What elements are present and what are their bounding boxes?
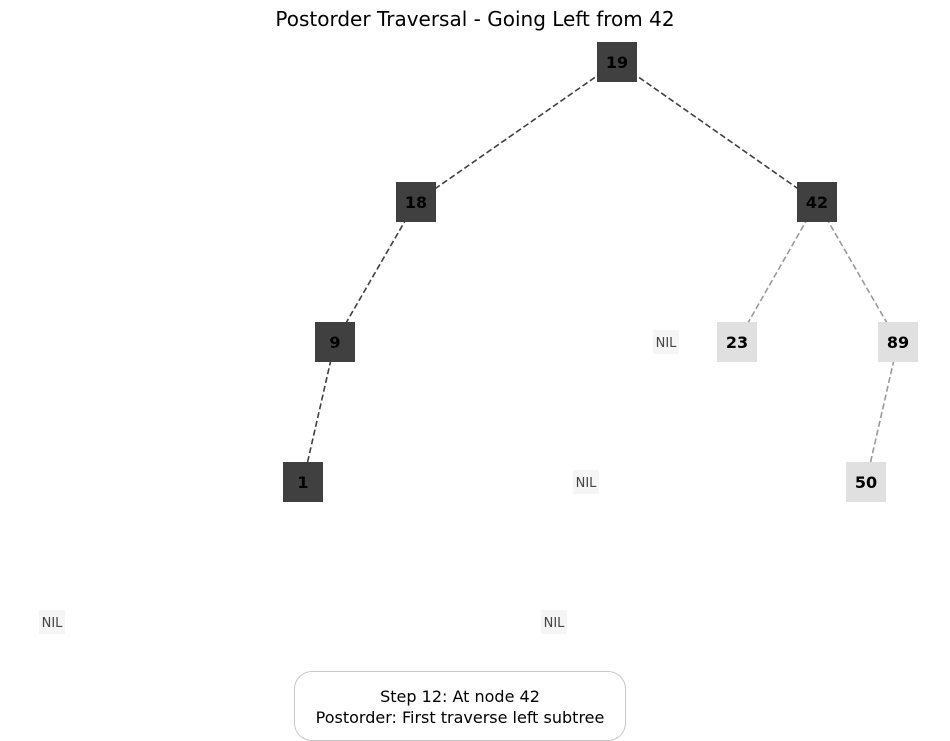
nil-node-box [573,470,599,494]
nil-node-label: NIL [576,476,598,491]
tree-node-box [797,182,837,222]
nil-node: NIL [39,610,65,634]
tree-node-label: 1 [297,473,308,492]
tree-node-box [717,322,757,362]
edge-42-89 [816,201,899,343]
status-description-text: Postorder: First traverse left subtree [315,708,605,727]
tree-node-label: 23 [726,333,748,352]
nil-layer: NIL NIL NIL NIL [39,330,679,634]
nil-node-label: NIL [656,336,678,351]
tree-node-19: 19 [597,42,637,82]
tree-node-89: 89 [878,322,918,362]
tree-node-1: 1 [283,462,323,502]
nodes-layer: 19 18 42 9 1 23 89 50 [283,42,918,502]
tree-node-label: 9 [329,333,340,352]
tree-node-42: 42 [797,182,837,222]
nil-node-label: NIL [42,616,64,631]
edge-42-23 [736,201,818,343]
edges-layer [302,61,899,483]
status-step-text: Step 12: At node 42 [380,687,540,706]
diagram-title: Postorder Traversal - Going Left from 42 [275,7,674,31]
tree-node-label: 89 [887,333,909,352]
nil-node: NIL [573,470,599,494]
nil-node-label: NIL [544,616,566,631]
tree-node-label: 18 [405,193,427,212]
nil-node-box [541,610,567,634]
tree-node-box [597,42,637,82]
nil-node: NIL [653,330,679,354]
tree-node-label: 50 [855,473,877,492]
tree-node-23: 23 [717,322,757,362]
edge-9-1 [302,341,336,483]
edge-19-18 [415,61,618,203]
tree-node-box [396,182,436,222]
edge-18-9 [334,201,417,343]
tree-node-box [878,322,918,362]
tree-node-50: 50 [846,462,886,502]
tree-node-label: 42 [806,193,828,212]
nil-node-box [653,330,679,354]
status-box: Step 12: At node 42 Postorder: First tra… [294,671,626,741]
tree-node-18: 18 [396,182,436,222]
nil-node-box [39,610,65,634]
tree-node-box [315,322,355,362]
tree-node-label: 19 [606,53,628,72]
tree-node-9: 9 [315,322,355,362]
nil-node: NIL [541,610,567,634]
tree-node-box [283,462,323,502]
tree-node-box [846,462,886,502]
edge-19-42 [616,61,818,203]
edge-89-50 [865,341,899,483]
